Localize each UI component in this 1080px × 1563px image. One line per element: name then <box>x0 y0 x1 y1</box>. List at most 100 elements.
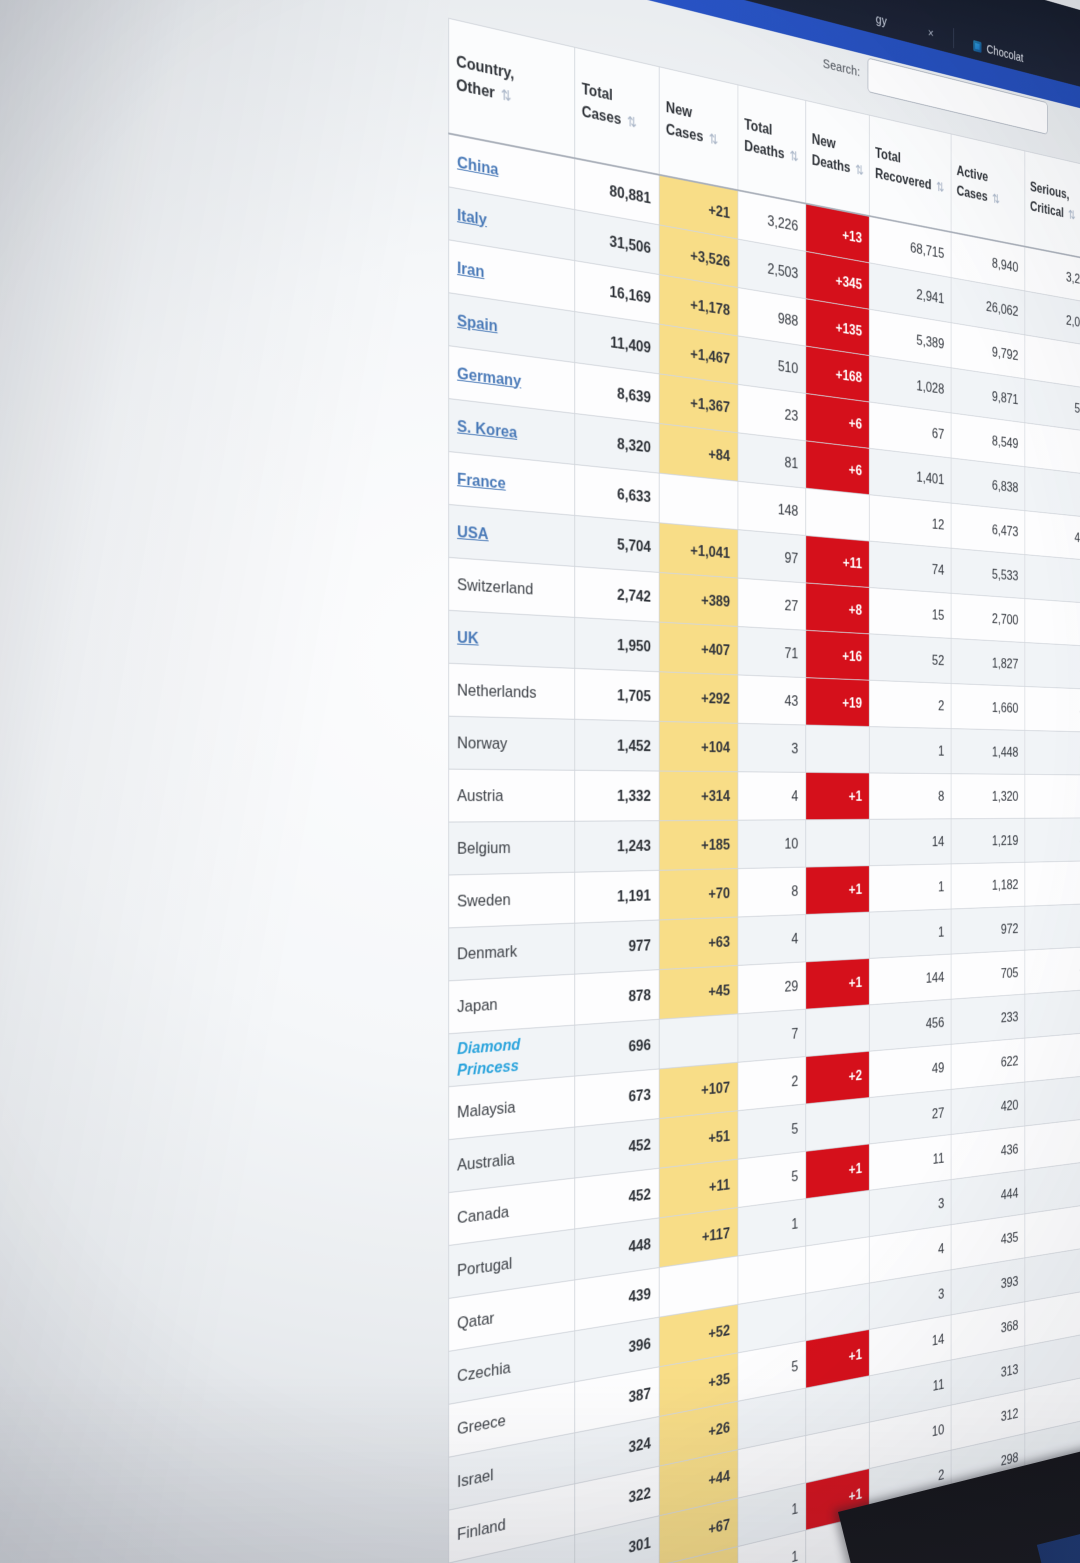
cell-serious: 1 <box>1024 1117 1080 1170</box>
cell-active: 233 <box>951 994 1025 1045</box>
cell-active: 622 <box>951 1038 1025 1090</box>
country-link[interactable]: S. Korea <box>457 416 518 442</box>
sort-icon: ⇅ <box>1068 208 1076 223</box>
country-name: Belgium <box>457 838 511 858</box>
country-link[interactable]: France <box>457 469 506 493</box>
cell-country: UK <box>448 610 575 669</box>
country-name: Canada <box>457 1201 510 1227</box>
cell-new-deaths: +6 <box>805 440 870 495</box>
cell-active: 1,827 <box>951 638 1025 687</box>
country-name: Israel <box>457 1464 494 1491</box>
cell-recovered: 1 <box>869 726 952 774</box>
column-header-total-deaths[interactable]: Total Deaths ⇅ <box>737 84 806 204</box>
search-label: Search: <box>822 56 861 80</box>
cell-new-deaths: +2 <box>805 1051 870 1104</box>
cell-recovered: 74 <box>869 541 952 594</box>
cell-cases: 1,705 <box>574 668 660 722</box>
cell-serious: 18 <box>1024 903 1080 951</box>
country-link[interactable]: USA <box>457 521 489 543</box>
cell-country: Denmark <box>448 923 575 981</box>
country-name: Norway <box>457 733 508 753</box>
cell-deaths: 43 <box>737 674 806 726</box>
tab-favicon-icon <box>973 39 982 53</box>
cell-cases: 1,332 <box>574 770 660 822</box>
cell-recovered: 144 <box>869 954 952 1005</box>
cell-cases: 673 <box>574 1068 660 1128</box>
country-link[interactable]: Germany <box>457 363 522 390</box>
cell-deaths: 23 <box>737 384 806 441</box>
country-link-ship[interactable]: Diamond Princess <box>457 1035 521 1080</box>
column-header-active-cases[interactable]: Active Cases ⇅ <box>951 133 1025 247</box>
cell-recovered: 14 <box>869 818 952 866</box>
column-header-serious-critical[interactable]: Serious, Critical ⇅ <box>1024 150 1080 261</box>
cell-active: 1,660 <box>951 683 1025 731</box>
tab-close-icon[interactable]: × <box>927 25 934 42</box>
country-link[interactable]: UK <box>457 627 479 647</box>
cell-new-deaths <box>805 488 870 542</box>
cell-recovered: 1 <box>869 908 952 959</box>
cell-new-cases: +107 <box>659 1062 738 1119</box>
covid-statistics-table: Country, Other ⇅ Total Cases ⇅ New Cases ⇅ Tot… <box>448 18 1080 1563</box>
cell-cases: 8,320 <box>574 413 660 474</box>
cell-country: Belgium <box>448 821 575 875</box>
cell-deaths: 5 <box>737 1103 806 1160</box>
country-link[interactable]: Spain <box>457 310 498 335</box>
cell-deaths: 97 <box>737 529 806 583</box>
cell-deaths: 3 <box>737 723 806 773</box>
cell-cases: 6,633 <box>574 464 660 523</box>
column-header-total-cases[interactable]: Total Cases ⇅ <box>574 47 660 175</box>
tab-divider <box>953 28 955 49</box>
cell-country: Sweden <box>448 872 575 928</box>
cell-active: 1,182 <box>951 862 1025 909</box>
column-header-new-deaths[interactable]: New Deaths ⇅ <box>805 100 870 217</box>
cell-country: Netherlands <box>448 663 575 720</box>
cell-serious: 15 <box>1024 989 1080 1039</box>
country-link[interactable]: Iran <box>457 257 485 281</box>
column-header-new-cases[interactable]: New Cases ⇅ <box>659 66 738 191</box>
cell-active: 705 <box>951 950 1025 1000</box>
country-name: Netherlands <box>457 680 537 702</box>
country-name: Portugal <box>457 1253 513 1280</box>
cell-serious: 10 <box>1024 1031 1080 1083</box>
cell-new-cases: +70 <box>659 868 738 920</box>
cell-recovered: 1 <box>869 863 952 913</box>
cell-serious: 45 <box>1024 686 1080 733</box>
cell-cases: 2,742 <box>574 566 660 623</box>
cell-serious: 20 <box>1024 642 1080 690</box>
browser-tab-partial[interactable]: gy <box>875 11 888 30</box>
cell-new-cases: +45 <box>659 965 738 1020</box>
cell-recovered: 2 <box>869 680 952 729</box>
sort-icon: ⇅ <box>626 114 637 132</box>
country-name: Denmark <box>457 941 518 963</box>
cell-new-cases: +104 <box>659 721 738 772</box>
monitor-screen: gy × Chocolat Search: Country, Other ⇅ Tot… <box>323 0 1080 1563</box>
cell-new-cases: +314 <box>659 771 738 821</box>
cell-deaths: 10 <box>737 819 806 869</box>
column-header-total-recovered[interactable]: Total Recovered ⇅ <box>869 115 952 233</box>
cell-new-cases <box>659 1013 738 1069</box>
cell-cases: 1,191 <box>574 870 660 924</box>
country-link[interactable]: Italy <box>457 205 487 229</box>
country-name: Finland <box>457 1514 506 1544</box>
cell-new-deaths: +168 <box>805 346 870 402</box>
cell-cases: 977 <box>574 919 660 975</box>
country-name: Czechia <box>457 1357 511 1386</box>
sort-icon: ⇅ <box>708 131 718 149</box>
cell-deaths: 2 <box>737 1056 806 1111</box>
cell-deaths: 29 <box>737 961 806 1014</box>
cell-deaths: 7 <box>737 1009 806 1063</box>
cell-active: 1,448 <box>951 728 1025 775</box>
cell-serious: 41 <box>1024 946 1080 995</box>
cell-new-cases: +292 <box>659 671 738 724</box>
country-name: Japan <box>457 994 498 1016</box>
cell-new-cases: +185 <box>659 820 738 871</box>
cell-serious <box>1024 598 1080 647</box>
cell-active: 5,533 <box>951 548 1025 599</box>
cell-recovered: 12 <box>869 494 952 549</box>
sort-icon: ⇅ <box>855 163 864 179</box>
cell-deaths: 71 <box>737 626 806 678</box>
cell-country: USA <box>448 504 575 567</box>
country-link[interactable]: China <box>457 152 499 179</box>
